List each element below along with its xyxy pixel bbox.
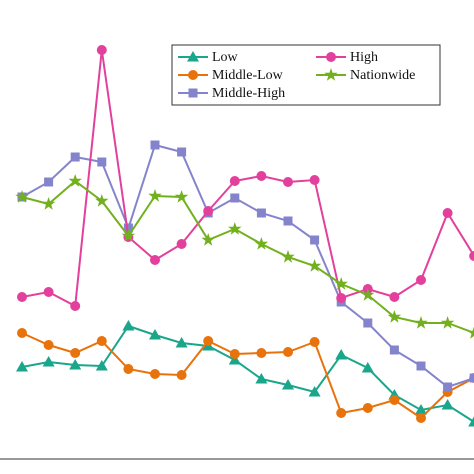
data-point [95,194,109,207]
data-point [254,237,269,250]
data-point [414,316,428,329]
legend-label: Low [212,50,239,65]
data-point [389,292,400,302]
data-point [150,140,160,150]
data-point [389,395,400,405]
data-point [96,336,107,346]
legend-label: Nationwide [350,68,415,83]
data-point [149,329,161,340]
data-point [68,174,82,187]
legend-marker [188,70,198,80]
data-point [70,152,80,162]
data-point [16,361,28,372]
data-point [469,373,474,383]
data-point [416,361,426,371]
data-point [387,310,402,323]
data-point [41,197,56,210]
series-line [21,179,474,334]
data-point [363,318,373,328]
data-point [467,326,474,339]
series-line [21,332,474,420]
series-line [21,49,474,308]
data-point [175,337,188,348]
data-point [174,190,189,203]
data-point [177,147,187,157]
data-point [362,403,373,413]
data-point [121,229,136,242]
data-point [468,416,474,427]
data-point [310,235,320,245]
data-point [416,413,426,423]
data-point [42,356,55,367]
data-point [123,364,134,374]
data-point [203,336,214,346]
data-point [228,222,242,235]
data-point [70,348,81,358]
data-point [469,251,474,261]
legend-marker [324,68,338,81]
data-point [70,301,81,311]
data-point [15,190,29,203]
data-point [256,348,267,358]
data-point [282,379,294,390]
data-point [203,206,214,216]
legend-marker [188,88,198,98]
data-point [228,354,241,365]
data-point [201,233,215,246]
data-point [440,316,455,329]
data-point [309,337,320,347]
data-point [281,250,295,263]
series-line [21,143,474,389]
data-point [335,349,348,360]
data-point [443,382,453,392]
data-point [309,175,320,185]
data-point [336,293,347,303]
data-point [230,193,240,203]
data-point [415,404,427,415]
data-point [255,373,268,384]
data-point [17,328,27,338]
data-point [361,362,374,373]
data-point [44,177,54,187]
data-point [150,369,160,379]
data-point [176,239,187,249]
data-point [283,177,293,187]
legend-marker [326,52,336,62]
data-point [308,386,321,397]
data-point [229,349,240,359]
data-point [148,189,162,202]
data-point [96,45,107,55]
data-point [97,157,107,167]
data-point [43,287,54,297]
data-point [361,288,375,301]
data-point [334,277,348,290]
data-point [283,347,293,357]
data-point [229,176,240,186]
data-point [307,259,322,272]
data-point [283,216,293,226]
data-point [441,399,454,410]
data-point [95,360,108,371]
data-point [69,359,82,370]
data-point [256,171,267,181]
data-point [256,208,266,218]
data-point [123,223,133,233]
data-point [176,370,187,380]
legend-label: High [350,50,378,65]
data-point [122,320,135,331]
data-point [17,292,27,302]
legend-box [171,44,441,106]
legend-label: Middle-Low [212,68,284,83]
data-point [150,255,160,265]
data-point [416,275,426,285]
legend-label: Middle-High [212,86,285,101]
data-point [389,345,399,355]
data-point [442,208,453,218]
data-point [336,408,347,418]
legend-marker [187,51,199,62]
data-point [43,340,54,350]
